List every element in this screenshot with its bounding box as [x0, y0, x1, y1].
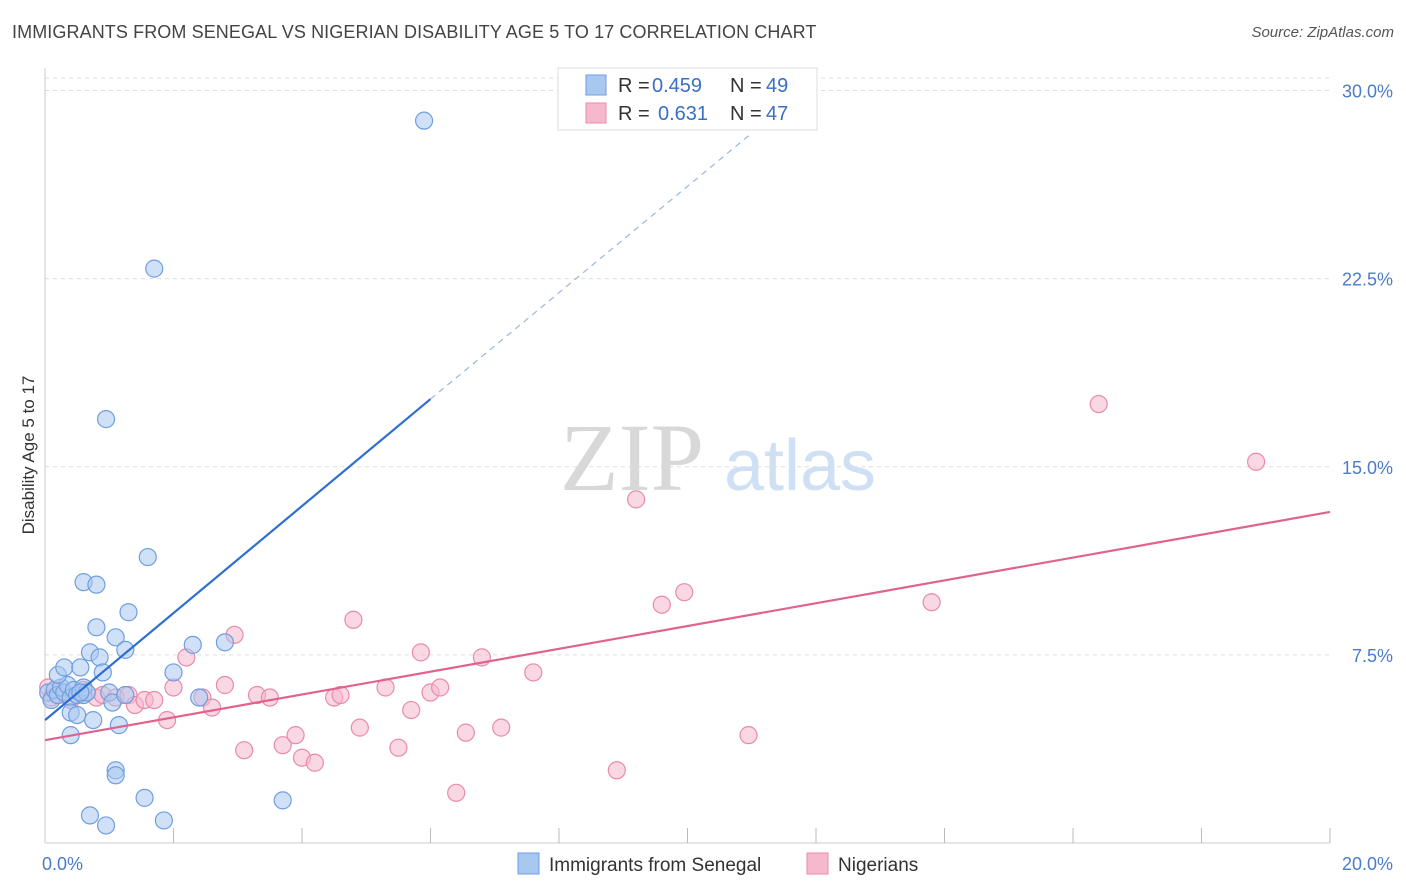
bottom-legend-label-nigerians: Nigerians	[838, 855, 918, 876]
senegal-point	[119, 603, 138, 622]
senegal-point	[273, 791, 292, 810]
legend-r-label-nigerians: R =	[618, 103, 650, 125]
legend: R = 0.459 N = 49 R = 0.631 N = 47	[557, 67, 818, 131]
legend-swatch-senegal	[585, 74, 607, 96]
nigerian-point	[447, 783, 466, 802]
axis-layer: 7.5% 15.0% 22.5% 30.0% 0.0% 20.0%	[42, 68, 1393, 874]
senegal-point	[87, 618, 106, 637]
senegal-point	[80, 806, 100, 825]
senegal-point	[135, 788, 154, 807]
x-tick-label: 20.0%	[1342, 854, 1393, 874]
nigerian-point	[739, 726, 758, 745]
bottom-legend-label-senegal: Immigrants from Senegal	[549, 855, 761, 876]
nigerian-point	[331, 685, 350, 705]
senegal-point	[154, 811, 173, 830]
senegal-point	[138, 547, 157, 567]
senegal-point	[190, 688, 209, 707]
nigerian-point	[456, 723, 475, 742]
senegal-point	[183, 635, 202, 654]
senegal-point	[106, 766, 125, 785]
nigerian-point	[431, 678, 450, 697]
senegal-point	[68, 705, 87, 725]
nigerian-point	[273, 736, 292, 755]
x-tick-label: 0.0%	[42, 854, 83, 874]
legend-n-label-nigerians: N =	[730, 103, 762, 125]
senegal-point	[116, 640, 135, 659]
senegal-point	[106, 628, 125, 647]
legend-n-value-nigerians: 47	[766, 103, 788, 125]
nigerian-point	[350, 718, 369, 737]
bottom-legend-swatch-senegal	[517, 852, 540, 875]
legend-r-label-senegal: R =	[618, 75, 650, 97]
watermark-atlas: atlas	[724, 426, 876, 506]
nigerian-point	[145, 690, 164, 710]
nigerian-point	[922, 593, 941, 612]
nigerian-point	[215, 675, 234, 695]
senegal-point	[164, 663, 183, 682]
nigerian-point	[402, 700, 421, 720]
senegal-trendline	[44, 398, 432, 721]
nigerian-point	[235, 741, 254, 760]
senegal-point	[96, 816, 116, 835]
senegal-point	[215, 633, 234, 652]
senegal-point	[55, 658, 74, 677]
senegal-point	[96, 410, 116, 429]
nigerian-point	[492, 718, 511, 737]
legend-r-value-nigerians: 0.631	[658, 103, 708, 125]
nigerian-point	[344, 610, 363, 629]
legend-r-value-senegal: 0.459	[652, 75, 702, 97]
y-tick-label: 30.0%	[1342, 82, 1393, 102]
nigerian-point	[1247, 452, 1266, 471]
senegal-trendline-extension	[430, 132, 753, 400]
senegal-point	[414, 111, 434, 130]
senegal-point	[87, 575, 106, 594]
nigerian-point	[305, 753, 324, 772]
legend-swatch-nigerians	[585, 102, 607, 124]
senegal-point	[71, 658, 90, 677]
senegal-point	[116, 685, 135, 705]
nigerian-point	[524, 663, 543, 682]
nigerian-point	[675, 583, 694, 602]
grid-layer	[45, 77, 1330, 656]
y-tick-label: 7.5%	[1352, 646, 1393, 666]
trend-layer	[44, 132, 1331, 742]
nigerian-point	[626, 490, 646, 509]
legend-n-label-senegal: N =	[730, 75, 762, 97]
nigerian-point	[411, 643, 430, 662]
nigerian-point	[286, 726, 305, 745]
bottom-legend: Immigrants from Senegal Nigerians	[517, 852, 918, 876]
senegal-point	[90, 648, 109, 667]
legend-n-value-senegal: 49	[766, 75, 788, 97]
nigerian-point	[260, 688, 279, 707]
watermark: ZIP atlas	[560, 404, 876, 511]
nigerian-point	[389, 738, 408, 757]
bottom-legend-swatch-nigerians	[806, 852, 829, 875]
nigerian-trendline	[44, 510, 1331, 742]
nigerian-point	[1089, 394, 1108, 414]
nigerian-point	[652, 595, 671, 614]
y-axis-label: Disability Age 5 to 17	[19, 376, 38, 535]
nigerian-point	[607, 761, 626, 780]
senegal-point	[145, 259, 164, 278]
chart-title: IMMIGRANTS FROM SENEGAL VS NIGERIAN DISA…	[12, 22, 817, 42]
senegal-point	[84, 710, 103, 730]
chart-source: Source: ZipAtlas.com	[1251, 24, 1394, 41]
y-tick-label: 22.5%	[1342, 270, 1393, 290]
y-tick-label: 15.0%	[1342, 458, 1393, 478]
